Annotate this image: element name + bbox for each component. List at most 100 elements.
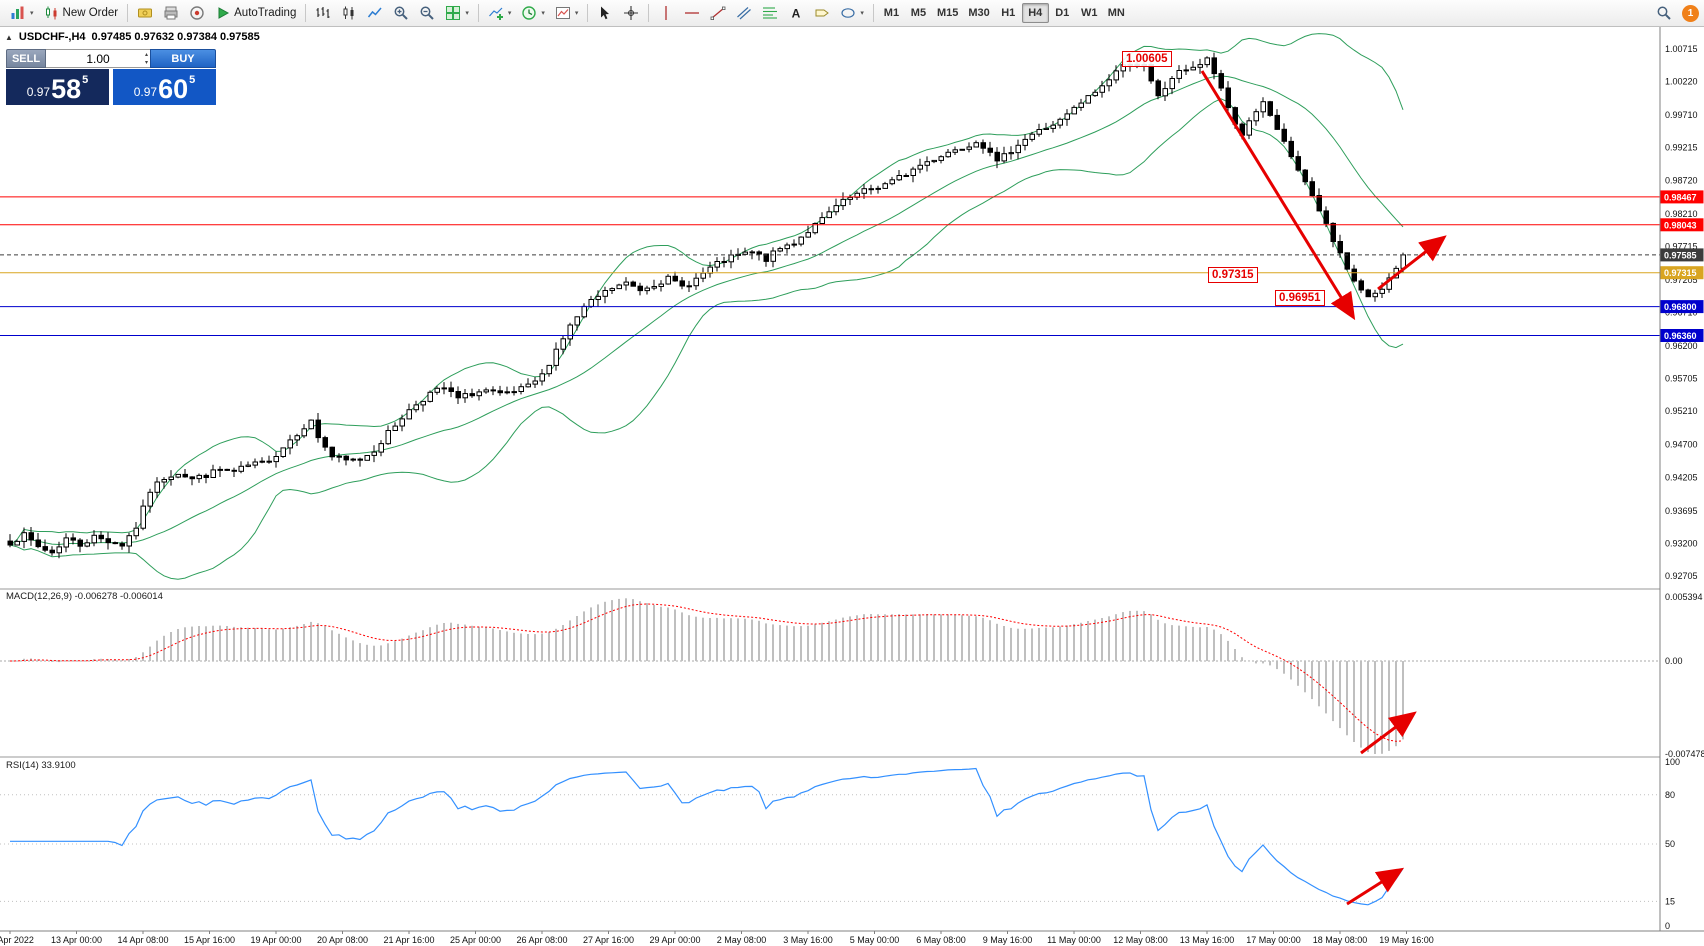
trend-arrow-down[interactable] — [1200, 70, 1356, 321]
text-label-button[interactable] — [809, 2, 835, 24]
trend-arrows[interactable] — [1200, 70, 1447, 906]
candle-body — [910, 168, 916, 177]
crosshair-button[interactable] — [618, 2, 644, 24]
timeframe-m5-button[interactable]: M5 — [910, 7, 927, 19]
candle-body — [448, 387, 454, 392]
time-axis[interactable]: 11 Apr 2022 13 Apr 00:00 14 Apr 08:00 15 Ap… — [0, 930, 1704, 945]
sell-button[interactable]: SELL — [6, 49, 46, 68]
fibonacci-button[interactable] — [757, 2, 783, 24]
candle-body — [574, 316, 580, 326]
tile-windows-icon — [446, 6, 461, 20]
dropdown-caret-icon: ▾ — [507, 10, 512, 17]
collapse-chart-icon[interactable]: ▲ — [5, 32, 13, 42]
zoom-in-button[interactable] — [388, 2, 414, 24]
macd-arrow-up[interactable] — [1360, 711, 1417, 755]
charts-menu-button[interactable]: ▾ — [5, 2, 39, 24]
equidistant-channel-button[interactable] — [731, 2, 757, 24]
line-chart-button[interactable] — [362, 2, 388, 24]
candle-body — [1043, 127, 1049, 131]
periods-button[interactable]: ▾ — [516, 2, 550, 24]
volume-up-icon[interactable]: ▴ — [144, 52, 148, 58]
timeframe-m1-button[interactable]: M1 — [883, 7, 900, 19]
candle-body — [476, 391, 482, 397]
zoom-in-icon — [394, 6, 409, 20]
tile-windows-button[interactable]: ▾ — [440, 2, 474, 24]
buy-button[interactable]: BUY — [150, 49, 216, 68]
candle-body — [665, 275, 671, 285]
vertical-line-button[interactable] — [653, 2, 679, 24]
candle-body — [1190, 66, 1196, 71]
rsi-arrow-up[interactable] — [1346, 867, 1405, 906]
timeframe-d1-button[interactable]: D1 — [1055, 7, 1070, 19]
candle-body — [224, 468, 230, 471]
horizontal-line-button[interactable] — [679, 2, 705, 24]
indicators-button[interactable]: ▾ — [483, 2, 517, 24]
search-button[interactable] — [1651, 2, 1677, 24]
record-button[interactable] — [184, 2, 210, 24]
candle-body — [644, 287, 650, 292]
trend-arrow-up[interactable] — [1377, 235, 1447, 291]
candle-body — [21, 532, 27, 542]
notification-badge[interactable]: 1 — [1682, 4, 1699, 22]
candle-body — [1071, 106, 1077, 115]
price-axis-label: 0.94700 — [1665, 440, 1698, 450]
annotation-swing-low-price[interactable]: 0.96951 — [1275, 290, 1325, 306]
sell-price[interactable]: 0.97 58 5 — [6, 69, 109, 105]
volume-down-icon[interactable]: ▾ — [144, 60, 148, 66]
candle-body — [119, 543, 125, 547]
dropdown-caret-icon: ▾ — [541, 10, 545, 17]
templates-button[interactable]: ▾ — [550, 2, 584, 24]
candle-body — [1358, 280, 1364, 291]
candle-body — [1036, 129, 1042, 135]
timeframe-mn-button[interactable]: MN — [1107, 7, 1125, 19]
candle-body — [1225, 87, 1231, 109]
search-icon — [1657, 6, 1671, 20]
zoom-out-button[interactable] — [414, 2, 440, 24]
candle-body — [1253, 111, 1259, 122]
autotrading-button[interactable]: AutoTrading — [210, 2, 301, 24]
candle-body — [973, 142, 979, 148]
deposit-button[interactable] — [132, 2, 158, 24]
candle-body — [35, 539, 41, 548]
timeframe-w1-button[interactable]: W1 — [1081, 7, 1098, 19]
price-axis-label: 0.95705 — [1665, 374, 1698, 384]
annotation-pivot-price[interactable]: 0.97315 — [1208, 267, 1258, 283]
volume-field[interactable]: 1.00 ▴ ▾ — [46, 49, 150, 68]
cursor-button[interactable] — [592, 2, 618, 24]
candles-layer — [7, 52, 1406, 559]
bar-chart-button[interactable] — [310, 2, 336, 24]
buy-price[interactable]: 0.97 60 5 — [113, 69, 216, 105]
candle-body — [1162, 88, 1168, 97]
shapes-button[interactable]: ▾ — [835, 2, 869, 24]
candle-body — [658, 283, 664, 288]
candle-body — [791, 243, 797, 246]
print-button[interactable] — [158, 2, 184, 24]
candlestick-chart-button[interactable] — [336, 2, 362, 24]
timeframe-h1-button[interactable]: H1 — [1001, 7, 1016, 19]
candle-body — [889, 179, 895, 185]
price-axis-label: 0.99215 — [1665, 143, 1698, 153]
candle-body — [1050, 124, 1056, 129]
trendline-button[interactable] — [705, 2, 731, 24]
candle-body — [945, 151, 951, 158]
candle-body — [280, 447, 286, 457]
text-button[interactable]: A — [783, 2, 809, 24]
rsi-axis-label: 100 — [1665, 757, 1680, 767]
candle-body — [882, 183, 888, 189]
timeframe-h4-button[interactable]: H4 — [1021, 3, 1049, 23]
price-lines-layer[interactable] — [0, 196, 1660, 336]
candle-body — [630, 281, 636, 287]
candle-body — [14, 540, 20, 546]
candle-body — [924, 161, 930, 166]
new-order-button[interactable]: New Order — [39, 2, 124, 24]
price-axis-label: 0.97715 — [1665, 241, 1698, 251]
annotation-peak-price[interactable]: 1.00605 — [1122, 51, 1172, 67]
timeframe-m15-button[interactable]: M15 — [936, 7, 959, 19]
time-axis-label: 19 May 16:00 — [1379, 935, 1434, 945]
chart-area[interactable]: 1.00715 1.00220 0.99710 0.99215 0.98720 0.982… — [0, 27, 1704, 946]
candle-body — [455, 391, 461, 399]
timeframe-m30-button[interactable]: M30 — [968, 7, 990, 19]
price-axis[interactable]: 1.00715 1.00220 0.99710 0.99215 0.98720 0.982… — [1659, 27, 1704, 946]
cursor-icon — [601, 6, 610, 20]
candle-body — [896, 175, 902, 181]
